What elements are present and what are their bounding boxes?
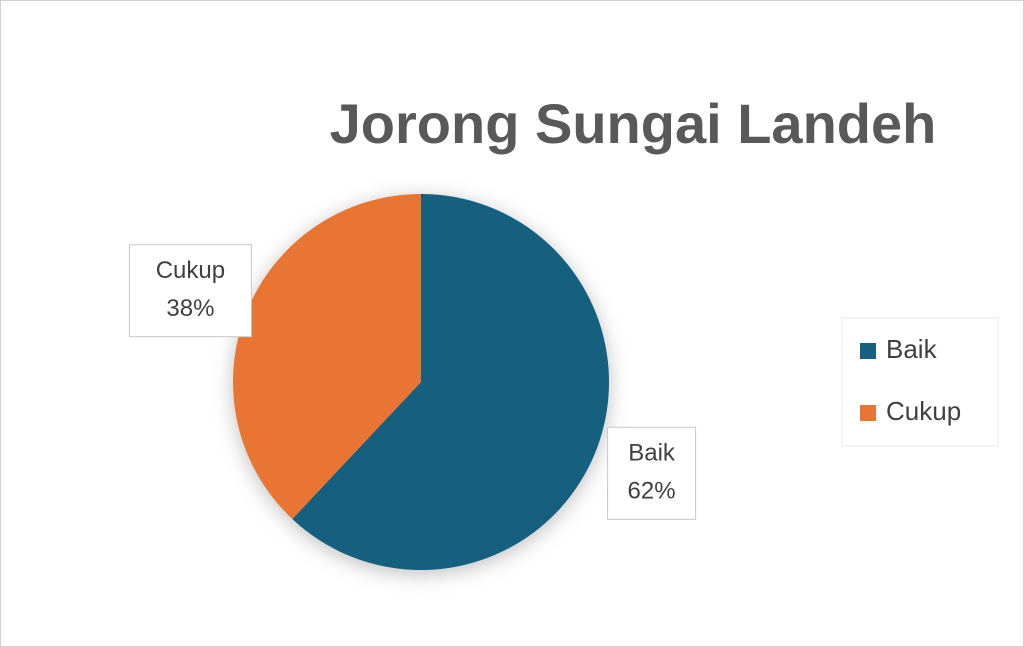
data-label-category: Cukup (156, 257, 225, 284)
legend-label: Baik (886, 334, 938, 364)
data-label-box (128, 244, 252, 338)
pie-slice (292, 194, 609, 570)
data-label-value: 38% (166, 295, 214, 322)
legend-label: Cukup (886, 396, 961, 426)
chart-title: Jorong Sungai Landeh (330, 92, 937, 155)
pie-slice (233, 193, 421, 520)
data-label-box (607, 426, 697, 520)
legend-box (841, 317, 999, 447)
data-label-value: 62% (628, 478, 676, 505)
data-label-category: Baik (628, 440, 676, 467)
legend-swatch (860, 343, 876, 359)
legend-swatch (860, 405, 876, 421)
pie (233, 193, 609, 570)
